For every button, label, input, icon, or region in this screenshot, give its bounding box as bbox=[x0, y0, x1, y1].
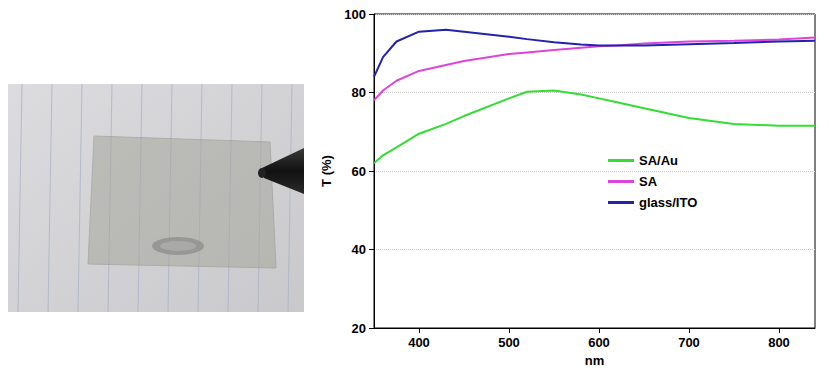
svg-text:500: 500 bbox=[498, 335, 520, 350]
svg-text:SA: SA bbox=[639, 174, 658, 189]
svg-text:T (%): T (%) bbox=[319, 155, 334, 187]
svg-text:80: 80 bbox=[352, 85, 366, 100]
svg-text:nm: nm bbox=[585, 353, 605, 368]
svg-text:600: 600 bbox=[588, 335, 610, 350]
svg-text:60: 60 bbox=[352, 164, 366, 179]
svg-text:SA/Au: SA/Au bbox=[639, 153, 678, 168]
svg-text:800: 800 bbox=[768, 335, 790, 350]
svg-text:100: 100 bbox=[344, 7, 366, 22]
svg-text:20: 20 bbox=[352, 321, 366, 336]
svg-text:glass/ITO: glass/ITO bbox=[639, 195, 697, 210]
svg-text:700: 700 bbox=[678, 335, 700, 350]
svg-text:400: 400 bbox=[408, 335, 430, 350]
svg-text:40: 40 bbox=[352, 242, 366, 257]
